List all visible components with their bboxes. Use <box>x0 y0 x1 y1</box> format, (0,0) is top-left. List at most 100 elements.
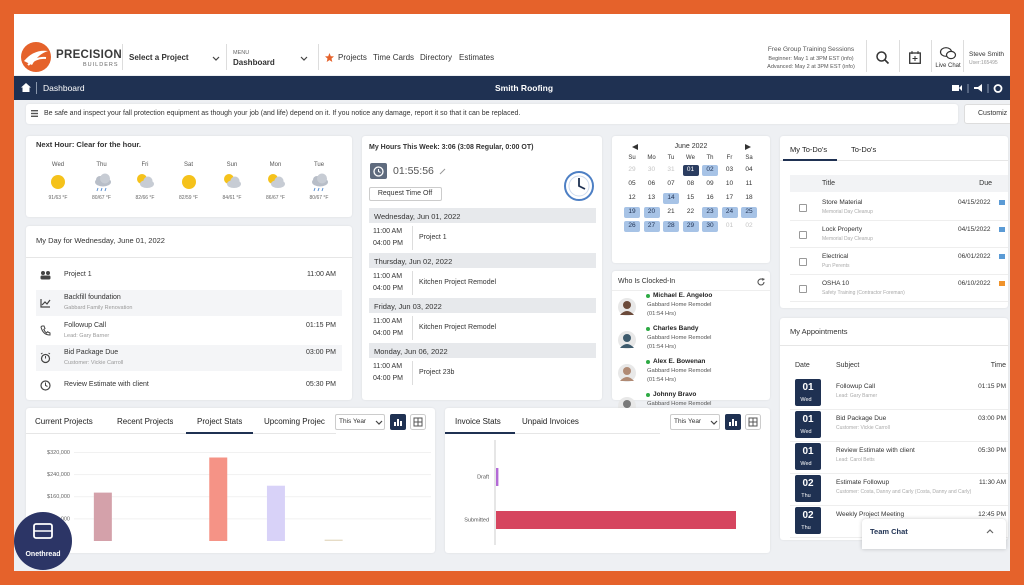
table-view-button[interactable] <box>410 414 426 430</box>
calendar-day[interactable]: 29 <box>686 222 695 230</box>
calendar-day[interactable]: 10 <box>725 180 734 188</box>
entry-divider <box>412 316 413 340</box>
calendar-day[interactable]: 07 <box>667 180 675 188</box>
chat-caret <box>986 529 994 534</box>
calendar-day[interactable]: 28 <box>667 222 675 230</box>
logo-sub: BUILDERS <box>83 61 119 68</box>
nav-link[interactable]: Estimates <box>459 53 495 63</box>
table-view-button[interactable] <box>745 414 761 430</box>
project-tab[interactable]: Current Projects <box>35 417 93 427</box>
calendar-day[interactable]: 01 <box>725 222 734 230</box>
nav-link[interactable]: Time Cards <box>373 53 415 63</box>
icon-part <box>230 176 240 186</box>
entry-end: 04:00 PM <box>373 329 403 337</box>
calendar-day[interactable]: 22 <box>686 208 695 216</box>
badge-day: 01 <box>802 446 814 457</box>
calendar-day[interactable]: 12 <box>628 194 636 202</box>
calendar-cell <box>702 220 718 232</box>
todo-subtitle: Memorial Day Cleanup <box>822 209 873 215</box>
icon-part <box>321 187 324 192</box>
icon-part <box>212 56 220 61</box>
weekday: Fr <box>726 155 733 162</box>
calendar-day[interactable]: 24 <box>725 208 734 216</box>
calendar-day[interactable]: 19 <box>628 208 636 216</box>
calendar-day[interactable]: 01 <box>686 166 695 174</box>
calendar-day[interactable]: 25 <box>745 208 753 216</box>
nav-link[interactable]: Directory <box>420 53 453 63</box>
calendar-day[interactable]: 02 <box>745 222 753 230</box>
day-date: Monday, Jun 06, 2022 <box>374 346 448 356</box>
calendar-day[interactable]: 09 <box>706 180 714 188</box>
checkbox[interactable] <box>799 204 807 212</box>
calendar-day[interactable]: 02 <box>706 166 714 174</box>
status-dot <box>646 294 650 298</box>
calendar-day[interactable]: 26 <box>628 222 636 230</box>
project-tab[interactable]: Recent Projects <box>117 417 174 427</box>
calendar-day[interactable]: 29 <box>628 166 636 174</box>
invoice-chart: Draft Submitted <box>464 440 736 545</box>
appt-subject: Weekly Project Meeting <box>836 511 905 519</box>
invoice-tab[interactable]: Unpaid Invoices <box>522 417 579 427</box>
calendar-day[interactable]: 15 <box>686 194 695 202</box>
item-icon <box>40 380 51 391</box>
calendar-day[interactable]: 30 <box>647 166 656 174</box>
chart-view-button[interactable] <box>390 414 406 430</box>
frame-bottom <box>0 571 1024 585</box>
prev-month[interactable] <box>632 144 638 150</box>
icon-part <box>24 50 48 65</box>
divider <box>963 40 964 72</box>
weather-icon <box>181 175 196 189</box>
icon-part <box>40 298 50 308</box>
period-select[interactable] <box>335 414 385 430</box>
menu-value[interactable]: Dashboard <box>233 58 275 68</box>
invoice-tab[interactable]: Invoice Stats <box>455 417 501 427</box>
weather-day: Mon <box>269 162 282 169</box>
calendar-day[interactable]: 18 <box>745 194 753 202</box>
todo-tab[interactable]: My To-Do's <box>790 144 828 154</box>
item-time: 11:00 AM <box>306 270 336 278</box>
frame-right <box>1010 0 1024 585</box>
calendar-day[interactable]: 04 <box>745 166 753 174</box>
calendar-day[interactable]: 30 <box>706 222 714 230</box>
calendar-day[interactable]: 14 <box>667 194 675 202</box>
item-title: Project 1 <box>64 270 92 278</box>
calendar-day[interactable]: 13 <box>647 194 656 202</box>
checkbox[interactable] <box>799 231 807 239</box>
appt-time: 12:45 PM <box>978 511 1006 519</box>
appt-subtitle: Lead: Carol Betts <box>836 457 875 463</box>
date-badge <box>795 475 821 502</box>
checkbox[interactable] <box>799 285 807 293</box>
weekday: We <box>686 155 695 162</box>
todo-tab[interactable]: To-Do's <box>851 144 877 154</box>
calendar-day[interactable]: 21 <box>667 208 675 216</box>
calendar-day[interactable]: 08 <box>686 180 695 188</box>
period-select[interactable] <box>670 414 720 430</box>
icon-part <box>959 85 962 91</box>
project-tab[interactable]: Upcoming Projec <box>264 417 325 427</box>
weekday: Th <box>706 155 714 162</box>
request-button[interactable] <box>369 187 442 201</box>
calendar-day[interactable]: 03 <box>725 166 734 174</box>
nav-link[interactable]: Projects <box>338 53 367 63</box>
live-chat[interactable]: Live Chat <box>935 63 961 70</box>
customize-label: Customiz <box>978 109 1008 117</box>
calendar-cell <box>624 206 640 218</box>
calendar-day[interactable]: 05 <box>628 180 636 188</box>
calendar-day[interactable]: 31 <box>667 166 675 174</box>
project-tab[interactable]: Project Stats <box>197 417 243 427</box>
calendar-day[interactable]: 20 <box>647 208 656 216</box>
icon-part <box>40 275 51 280</box>
checkbox[interactable] <box>799 258 807 266</box>
calendar-day[interactable]: 06 <box>647 180 656 188</box>
calendar-day[interactable]: 11 <box>745 180 753 188</box>
chart-view-button[interactable] <box>725 414 741 430</box>
calendar-day[interactable]: 27 <box>647 222 656 230</box>
calendar-day[interactable]: 23 <box>706 208 714 216</box>
team-chat[interactable] <box>862 519 1006 549</box>
row-divider <box>790 473 1008 474</box>
calendar-day[interactable]: 16 <box>706 194 714 202</box>
next-month[interactable] <box>745 144 751 150</box>
calendar-day[interactable]: 17 <box>725 194 734 202</box>
entry-project: Kitchen Project Remodel <box>419 323 497 331</box>
project-select[interactable]: Select a Project <box>129 53 189 63</box>
